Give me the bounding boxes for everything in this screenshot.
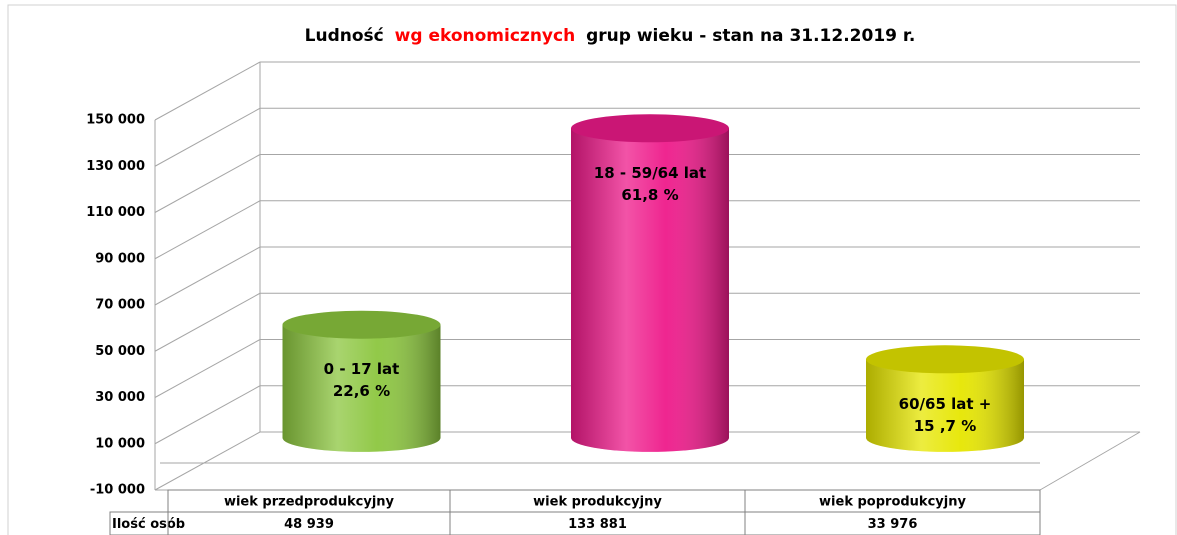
plot: -10 000 10 000 30 000 50 000 70 000 90 000 110… xyxy=(86,61,1141,535)
y-tick-label: 150 000 xyxy=(86,113,145,128)
cylinder: 60/65 lat + 15 ,7 % xyxy=(866,345,1024,452)
y-tick-label: 70 000 xyxy=(95,298,145,313)
grid-line xyxy=(154,61,261,121)
bar-top-shade xyxy=(282,310,441,339)
y-tick-label: 10 000 xyxy=(95,436,145,451)
bar-shade xyxy=(282,324,441,452)
y-tick-label: 90 000 xyxy=(95,251,145,266)
grid-line xyxy=(154,431,261,491)
bar-top-shade xyxy=(866,345,1024,374)
bar-annotation: 0 - 17 lat xyxy=(324,360,400,378)
chart-title: Ludność wg ekonomicznych grup wieku - st… xyxy=(305,26,916,46)
grid-line xyxy=(154,200,261,260)
bar-top xyxy=(571,114,729,143)
grid-line xyxy=(154,385,261,445)
bar-top xyxy=(282,310,441,339)
grid-line xyxy=(154,339,261,398)
chart-border xyxy=(7,4,1177,535)
table-value: 48 939 xyxy=(284,517,334,532)
floor-edge xyxy=(1039,431,1141,491)
table-value: 133 881 xyxy=(568,517,627,532)
bar-annotation: 22,6 % xyxy=(333,382,390,400)
y-tick-label: 110 000 xyxy=(86,205,145,220)
table-value: 33 976 xyxy=(868,517,918,532)
x-tick-label: wiek poprodukcyjny xyxy=(819,495,966,510)
title-highlight: wg ekonomicznych xyxy=(395,26,576,46)
y-tick-label: -10 000 xyxy=(90,483,145,498)
grid-line xyxy=(154,107,261,167)
y-tick-label: 50 000 xyxy=(95,344,145,359)
y-tick-label: 130 000 xyxy=(86,159,145,174)
bar-annotation: 15 ,7 % xyxy=(914,417,976,435)
table-cell xyxy=(744,511,1041,535)
grid-line xyxy=(154,154,261,213)
bar-annotation: 60/65 lat + xyxy=(899,395,992,413)
table-row-label: Ilość osób xyxy=(112,517,185,532)
title-part: grup wieku - stan na 31.12.2019 r. xyxy=(586,26,915,46)
bar-shade xyxy=(571,128,729,452)
grid-line xyxy=(154,292,261,352)
bar-annotation: 61,8 % xyxy=(621,186,678,204)
x-tick-label: wiek produkcyjny xyxy=(533,495,662,510)
bar-top-shade xyxy=(571,114,729,143)
bar-annotation: 18 - 59/64 lat xyxy=(594,164,706,182)
cylinder: 18 - 59/64 lat 61,8 % xyxy=(571,114,729,452)
title-part: Ludność xyxy=(305,26,384,46)
bar-shade xyxy=(866,359,1024,452)
x-tick-label: wiek przedprodukcyjny xyxy=(224,495,395,510)
grid-line xyxy=(154,246,261,306)
y-tick-label: 30 000 xyxy=(95,390,145,405)
bar-top xyxy=(866,345,1024,374)
cylinder: 0 - 17 lat 22,6 % xyxy=(282,310,441,452)
